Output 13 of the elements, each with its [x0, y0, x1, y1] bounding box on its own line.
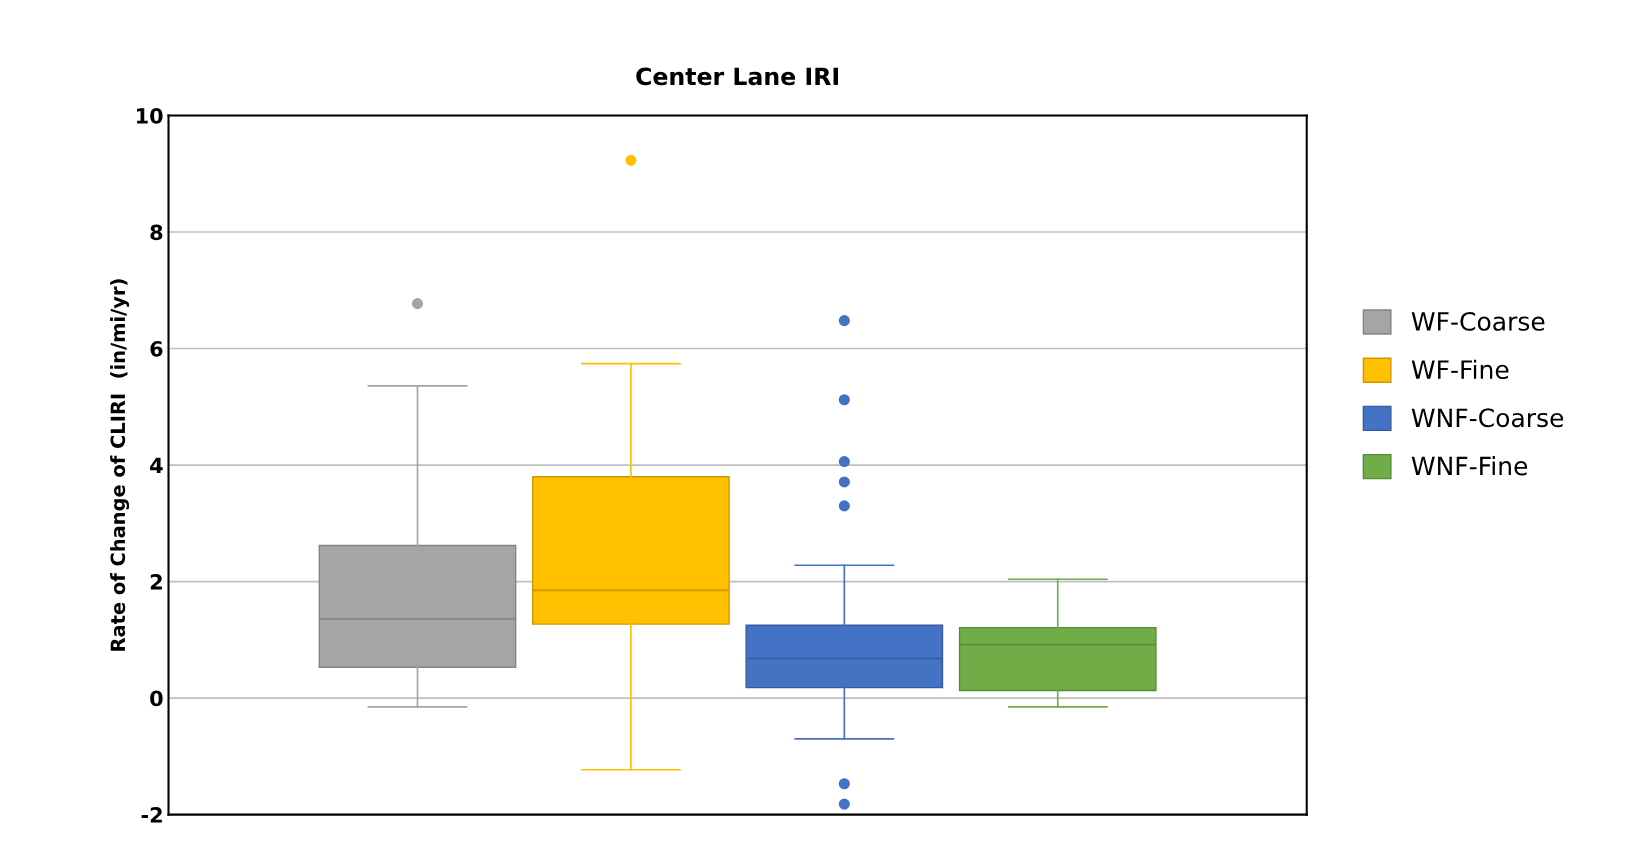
chart-title: Center Lane IRI — [636, 67, 838, 86]
y-tick-label: 8 — [150, 224, 163, 241]
legend-label: WNF-Coarse — [1411, 408, 1564, 428]
y-axis-title: Rate of Change of CLIRI (in/mi/yr) — [110, 279, 130, 651]
legend-label: WNF-Fine — [1411, 456, 1528, 476]
y-tick-label: 6 — [150, 341, 163, 357]
y-tick-label: 0 — [150, 690, 163, 707]
y-tick-label: 4 — [150, 457, 163, 473]
legend-label: WF-Fine — [1411, 359, 1509, 380]
y-tick-label: 10 — [137, 107, 163, 124]
y-tick-label: 2 — [150, 574, 162, 590]
legend-label: WF-Coarse — [1411, 311, 1545, 331]
y-tick-label: -2 — [141, 807, 162, 823]
